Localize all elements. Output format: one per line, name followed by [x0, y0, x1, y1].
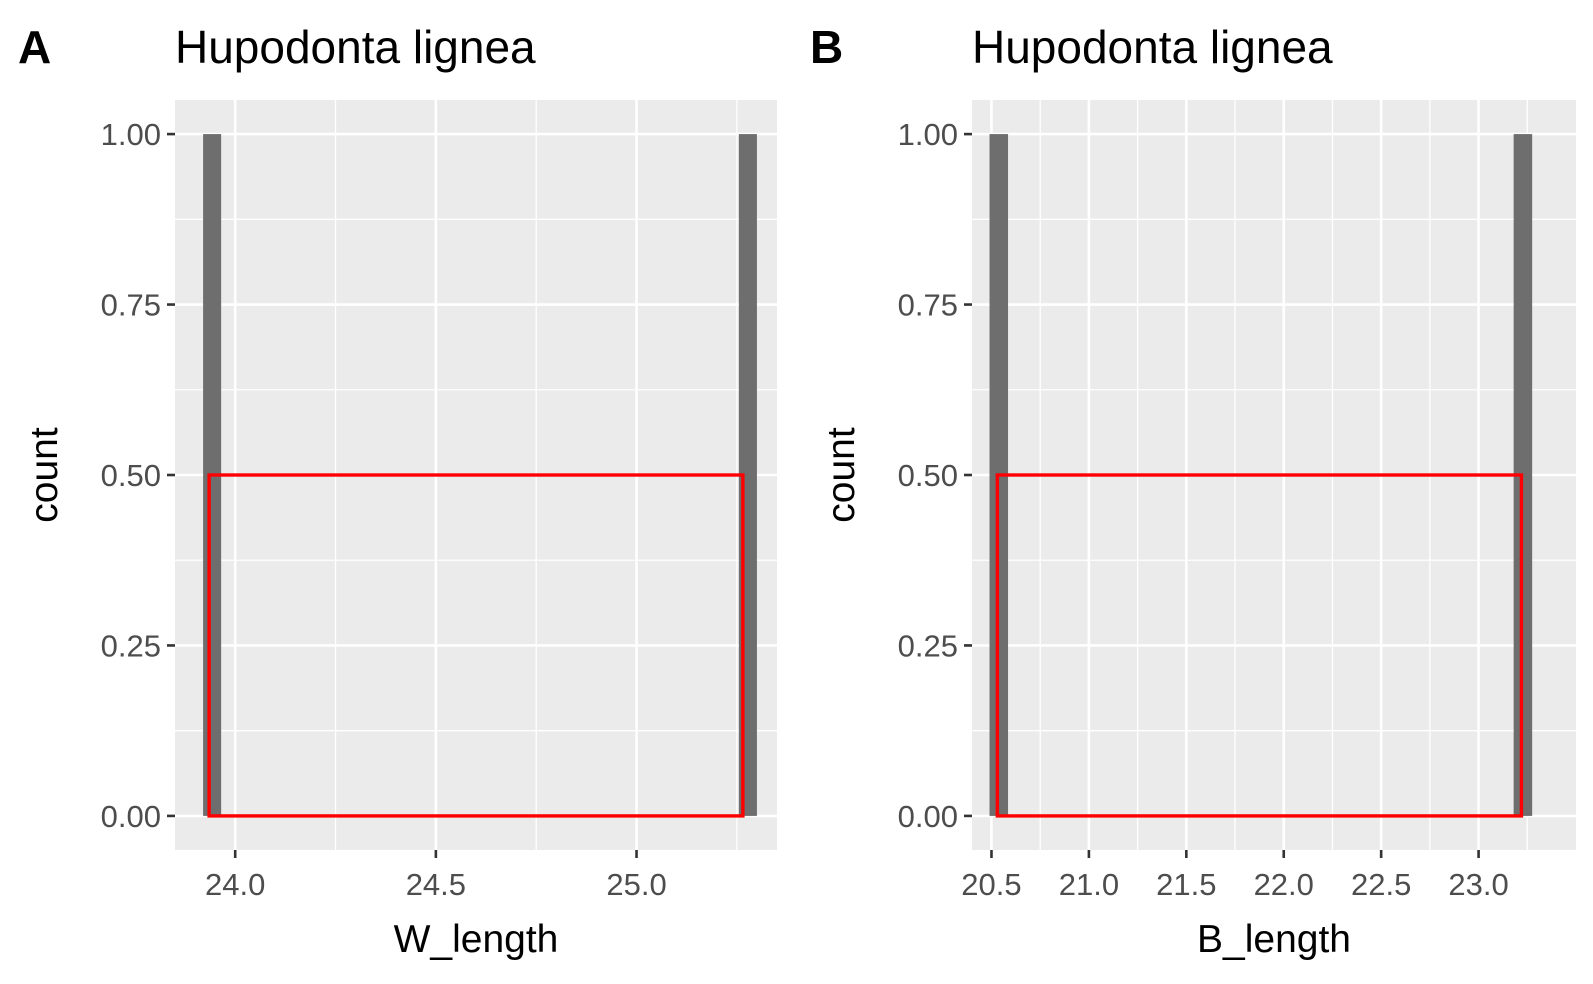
- highlight-box: [995, 473, 1524, 818]
- y-tick-label: 0.25: [898, 628, 958, 663]
- highlight-rect: [995, 473, 1524, 818]
- x-axis-title: W_length: [394, 918, 559, 961]
- y-axis: 0.00 0.25 0.50 0.75 1.00: [101, 117, 175, 834]
- y-tick-label: 0.25: [101, 628, 161, 663]
- y-tick-label: 0.75: [898, 288, 958, 323]
- y-tick-label: 0.75: [101, 288, 161, 323]
- x-tick-label: 25.0: [606, 867, 666, 902]
- x-tick-label: 20.5: [961, 867, 1021, 902]
- x-tick-label: 24.0: [205, 867, 265, 902]
- y-tick-label: 0.00: [898, 799, 958, 834]
- y-tick-label: 1.00: [101, 117, 161, 152]
- chart-title: Hupodonta lignea: [175, 21, 536, 73]
- panel-tag: A: [18, 21, 51, 73]
- x-axis: 20.5 21.0 21.5 22.0 22.5 23.0: [961, 850, 1509, 902]
- x-tick-label: 24.5: [406, 867, 466, 902]
- x-axis: 24.0 24.5 25.0: [205, 850, 667, 902]
- y-tick-label: 0.50: [101, 458, 161, 493]
- panel-b: B Hupodonta lignea 0.000.250.500.751.00 …: [810, 21, 1576, 961]
- x-tick-label: 21.0: [1059, 867, 1119, 902]
- highlight-rect: [207, 473, 745, 818]
- y-tick-label: 0.00: [101, 799, 161, 834]
- panel-a: A Hupodonta lignea 0.000.250.500.751.00 …: [18, 21, 777, 961]
- y-tick-label: 1.00: [898, 117, 958, 152]
- x-tick-label: 21.5: [1156, 867, 1216, 902]
- x-tick-label: 22.0: [1254, 867, 1314, 902]
- y-axis-title: count: [820, 427, 863, 523]
- highlight-box: [207, 473, 745, 818]
- y-tick-label: 0.50: [898, 458, 958, 493]
- y-axis: 0.00 0.25 0.50 0.75 1.00: [898, 117, 972, 834]
- chart-title: Hupodonta lignea: [972, 21, 1333, 73]
- x-axis-title: B_length: [1197, 918, 1351, 961]
- x-tick-label: 23.0: [1448, 867, 1508, 902]
- y-axis-title: count: [23, 427, 66, 523]
- x-tick-label: 22.5: [1351, 867, 1411, 902]
- panel-tag: B: [810, 21, 843, 73]
